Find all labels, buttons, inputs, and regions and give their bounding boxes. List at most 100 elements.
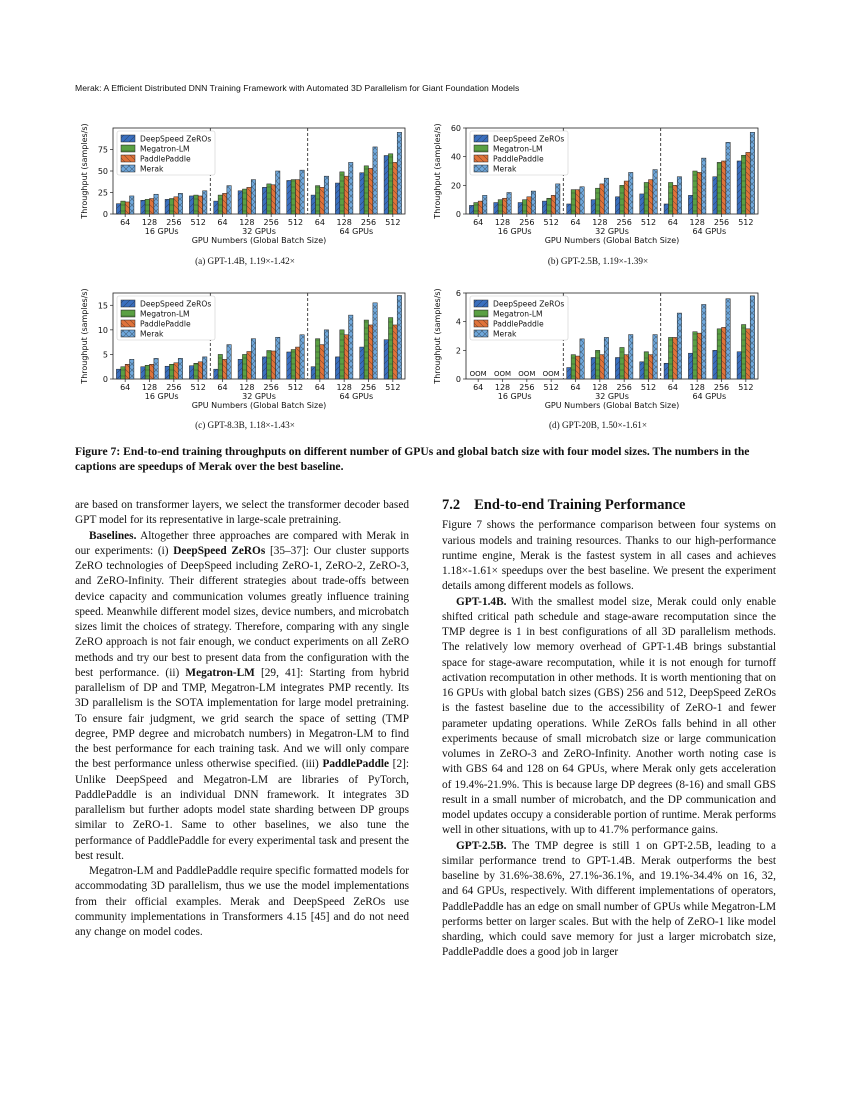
paragraph: Megatron-LM and PaddlePaddle require spe… xyxy=(75,865,409,938)
bar xyxy=(275,170,281,215)
bar xyxy=(120,200,126,215)
bar xyxy=(222,193,228,215)
bar xyxy=(262,356,268,380)
bar xyxy=(193,363,199,380)
bar xyxy=(725,142,731,215)
bar xyxy=(497,199,503,215)
bar xyxy=(668,337,674,380)
bar xyxy=(599,183,605,215)
x-axis-label: GPU Numbers (Global Batch Size) xyxy=(192,236,327,245)
bar xyxy=(286,180,292,215)
run-in-heading: GPT-2.5B. xyxy=(456,839,507,852)
x-tick-label: 128 xyxy=(142,383,157,392)
bar xyxy=(120,366,126,380)
text-run: Altogether three approaches are compared… xyxy=(75,529,409,557)
bar xyxy=(517,202,523,215)
x-tick-label: 64 xyxy=(217,383,227,392)
legend-label: Megatron-LM xyxy=(493,145,543,154)
bar xyxy=(246,351,252,380)
subcaption-c: (c) GPT-8.3B, 1.18×-1.43× xyxy=(195,420,295,430)
legend-box xyxy=(116,295,216,341)
bar xyxy=(570,354,576,380)
chart-d: 0 2 4 6 Throughput (samples/s) 64 OOM 128 OOM 256… xyxy=(428,283,768,413)
legend-swatch xyxy=(473,144,489,153)
bar xyxy=(676,312,682,380)
section-title: End-to-end Training Performance xyxy=(474,497,686,513)
bar xyxy=(712,350,718,380)
bar xyxy=(696,332,702,380)
bar xyxy=(579,186,585,215)
chart-d-svg: 0 2 4 6 Throughput (samples/s) 64 OOM 128 OOM 256… xyxy=(433,288,759,410)
bar xyxy=(590,199,596,215)
bar xyxy=(335,182,341,215)
bar xyxy=(144,364,150,380)
bar xyxy=(250,179,256,215)
chart-b: 0 20 40 60 Throughput (samples/s) 64 128 256 512… xyxy=(428,118,768,248)
bar xyxy=(169,364,175,380)
legend-label: Megatron-LM xyxy=(493,310,543,319)
bar xyxy=(388,153,394,215)
bar xyxy=(619,185,625,215)
legend-swatch xyxy=(120,319,136,328)
bar xyxy=(359,346,365,380)
paragraph: are based on transformer layers, we sele… xyxy=(75,499,409,527)
legend-swatch xyxy=(473,329,489,338)
legend-swatch xyxy=(120,164,136,173)
group-label: 32 GPUs xyxy=(242,392,276,401)
legend-swatch xyxy=(120,144,136,153)
y-tick-label: 0 xyxy=(456,375,461,384)
y-axis-label: Throughput (samples/s) xyxy=(433,288,442,384)
bar xyxy=(648,354,654,380)
section-number: 7.2 xyxy=(442,497,461,513)
group-label: 64 GPUs xyxy=(339,392,373,401)
right-column: 7.2 End-to-end Training Performance Figur… xyxy=(442,497,776,961)
x-tick-label: 256 xyxy=(617,383,632,392)
oom-label: OOM xyxy=(543,370,560,378)
x-tick-label: 256 xyxy=(714,218,729,227)
x-tick-label: 512 xyxy=(191,383,206,392)
x-tick-label: 128 xyxy=(690,218,705,227)
bar xyxy=(477,200,483,215)
bar xyxy=(396,132,402,215)
oom-label: OOM xyxy=(470,370,487,378)
x-tick-label: 128 xyxy=(592,218,607,227)
legend-label: Merak xyxy=(140,330,164,339)
bar xyxy=(615,196,621,215)
y-tick-label: 5 xyxy=(103,350,108,359)
bar xyxy=(741,324,747,380)
y-tick-label: 15 xyxy=(98,301,108,310)
bar xyxy=(237,359,243,380)
bar xyxy=(599,354,605,380)
bar xyxy=(550,195,556,215)
bar xyxy=(149,364,155,380)
bar xyxy=(372,146,378,215)
bar xyxy=(348,314,354,380)
bar xyxy=(295,346,301,380)
bar xyxy=(672,337,678,380)
bar xyxy=(603,337,609,380)
bar xyxy=(290,349,296,380)
legend-swatch xyxy=(473,299,489,308)
bar xyxy=(736,160,742,215)
legend-swatch xyxy=(120,329,136,338)
bar xyxy=(290,179,296,215)
x-tick-label: 128 xyxy=(337,218,352,227)
bar xyxy=(716,328,722,380)
bar xyxy=(189,195,195,215)
bar xyxy=(623,354,629,380)
bar xyxy=(339,171,345,215)
bar xyxy=(246,187,252,215)
y-axis-label: Throughput (samples/s) xyxy=(80,288,89,384)
x-tick-label: 256 xyxy=(519,383,534,392)
legend: DeepSpeed ZeROsMegatron-LMPaddlePaddleMe… xyxy=(469,295,569,341)
bar xyxy=(652,169,658,215)
bar xyxy=(579,338,585,380)
bar xyxy=(197,195,203,215)
bar xyxy=(177,358,183,380)
bar xyxy=(639,361,645,380)
bar xyxy=(222,359,228,380)
x-tick-label: 256 xyxy=(714,383,729,392)
bar xyxy=(173,196,179,215)
x-tick-label: 256 xyxy=(166,383,181,392)
legend-label: Merak xyxy=(140,165,164,174)
